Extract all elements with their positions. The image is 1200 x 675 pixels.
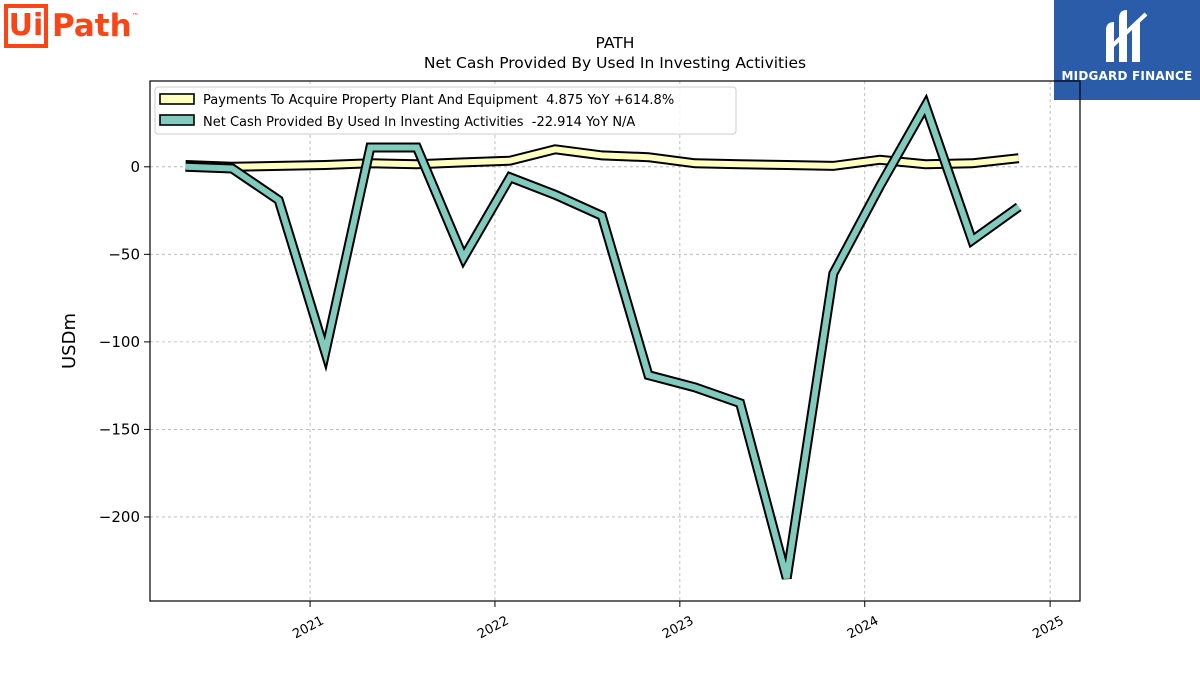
midgard-finance-text: MIDGARD FINANCE <box>1061 69 1193 83</box>
uipath-logo: Ui Path ™ <box>4 4 139 48</box>
y-tick-label: −50 <box>108 245 140 263</box>
y-axis-label: USDm <box>59 313 80 369</box>
legend: Payments To Acquire Property Plant And E… <box>154 86 737 135</box>
legend-label-payments: Payments To Acquire Property Plant And E… <box>203 93 674 108</box>
chart-title: PATH <box>596 34 635 52</box>
legend-swatch-net-cash <box>159 114 195 126</box>
y-tick-label: −200 <box>99 508 140 526</box>
series-layer <box>185 93 1022 580</box>
plot-frame <box>149 80 1081 602</box>
legend-label-net-cash: Net Cash Provided By Used In Investing A… <box>203 115 635 130</box>
legend-box <box>154 86 737 135</box>
legend-swatch-payments <box>159 93 195 105</box>
ticks: 0 −50 −100 −150 −200 2021 2022 2023 2024 2025 <box>99 158 1067 643</box>
y-tick-label: −100 <box>99 333 140 351</box>
chart-subtitle: Net Cash Provided By Used In Investing A… <box>424 54 806 72</box>
midgard-finance-logo: MIDGARD FINANCE <box>1054 0 1200 100</box>
uipath-logo-ui: Ui <box>4 4 48 48</box>
x-tick-label: 2025 <box>1030 614 1066 643</box>
net-cash-series-line <box>185 98 1021 579</box>
y-tick-label: −150 <box>99 420 140 438</box>
y-tick-label: 0 <box>130 158 140 176</box>
x-tick-label: 2023 <box>660 614 696 643</box>
x-tick-label: 2024 <box>845 614 881 643</box>
midgard-emblem-icon <box>1106 10 1148 62</box>
payments-series-line <box>185 146 1020 170</box>
x-tick-label: 2021 <box>290 614 326 643</box>
x-tick-label: 2022 <box>475 614 511 643</box>
uipath-logo-path: Path <box>52 8 132 44</box>
uipath-logo-tm: ™ <box>131 12 139 20</box>
